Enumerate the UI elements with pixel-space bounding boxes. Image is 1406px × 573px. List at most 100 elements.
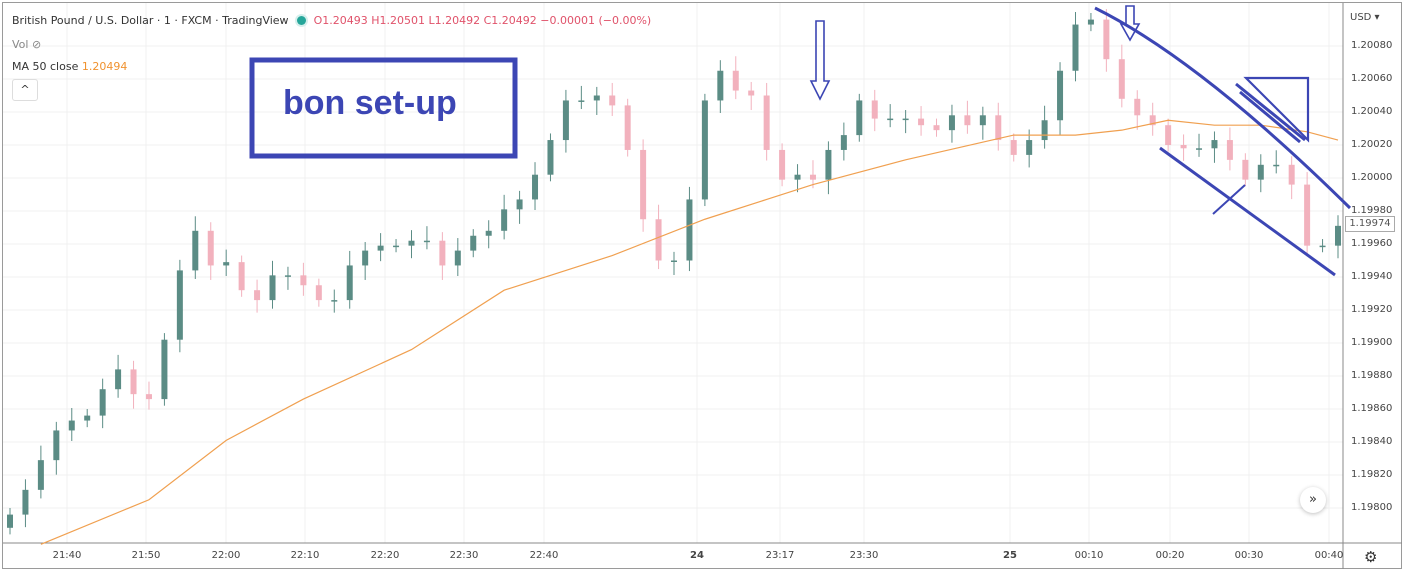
candle-down: [1288, 164, 1295, 185]
scroll-to-realtime-button[interactable]: »: [1300, 487, 1326, 513]
time-tick-label: 24: [690, 550, 704, 561]
candle-up: [578, 100, 585, 102]
parallel-line-2: [1239, 90, 1301, 144]
candle-up: [1257, 164, 1264, 180]
candle-up: [794, 174, 801, 180]
candle-up: [701, 100, 708, 200]
time-tick-label: 00:40: [1314, 550, 1344, 561]
candle-up: [1273, 164, 1280, 167]
eye-crossed-icon[interactable]: ⊘: [31, 38, 42, 51]
candle-down: [238, 262, 245, 291]
candle-up: [547, 140, 554, 175]
candle-up: [485, 230, 492, 236]
candle-up: [7, 514, 13, 528]
candle-up: [902, 118, 909, 121]
candle-up: [470, 235, 477, 251]
vol-label: Vol: [12, 38, 29, 51]
drawings[interactable]: [249, 5, 1352, 277]
candle-up: [362, 250, 369, 266]
candle-up: [1041, 120, 1048, 141]
price-tick-label: 1.19940: [1351, 271, 1393, 282]
trendline-upper: [1094, 6, 1352, 210]
candle-up: [1319, 245, 1326, 248]
candle-down: [763, 95, 770, 150]
time-tick-label: 22:10: [290, 550, 320, 561]
time-tick-label: 21:40: [52, 550, 82, 561]
ma50-line: [40, 119, 1339, 545]
candle-down: [779, 149, 786, 180]
time-tick-label: 21:50: [131, 550, 161, 561]
triangle-drawing: [1243, 76, 1310, 143]
candle-up: [192, 230, 199, 271]
candle-down: [933, 125, 940, 131]
price-tick-label: 1.20060: [1351, 73, 1393, 84]
candle-up: [825, 149, 832, 180]
time-tick-label: 00:20: [1155, 550, 1185, 561]
price-tick-label: 1.19980: [1351, 205, 1393, 216]
candle-up: [1087, 19, 1094, 25]
ma-value: 1.20494: [81, 60, 128, 73]
candle-down: [640, 149, 647, 220]
candle-down: [1103, 19, 1110, 60]
price-tick-label: 1.20040: [1351, 106, 1393, 117]
candle-up: [161, 339, 168, 400]
ma-legend[interactable]: MA 50 close 1.20494: [12, 60, 127, 73]
candle-down: [207, 230, 214, 266]
collapse-legend-button[interactable]: ^: [12, 79, 38, 101]
time-tick-label: 22:30: [449, 550, 479, 561]
price-tick-label: 1.20000: [1351, 172, 1393, 183]
market-status-icon: [296, 16, 306, 25]
parallel-line-1: [1235, 82, 1306, 142]
candle-down: [748, 90, 755, 96]
candle-down: [1149, 115, 1156, 126]
candle-up: [37, 460, 44, 490]
candle-down: [655, 219, 662, 261]
candle-up: [562, 100, 569, 141]
time-tick-label: 22:20: [370, 550, 400, 561]
candle-down: [1304, 184, 1311, 246]
candle-up: [68, 420, 75, 431]
candle-up: [979, 115, 986, 126]
price-tick-label: 1.19960: [1351, 238, 1393, 249]
price-tick-label: 1.19800: [1351, 502, 1393, 513]
price-tick-label: 1.19840: [1351, 436, 1393, 447]
candle-down: [1010, 140, 1017, 155]
candle-up: [84, 415, 91, 421]
price-tick-label: 1.19860: [1351, 403, 1393, 414]
candle-down: [439, 240, 446, 266]
candle-down: [130, 369, 137, 395]
volume-legend[interactable]: Vol ⊘: [12, 38, 41, 51]
candle-up: [1211, 140, 1218, 149]
candle-up: [1072, 24, 1079, 71]
candle-up: [393, 245, 400, 248]
time-tick-label: 00:10: [1074, 550, 1104, 561]
candle-down: [1180, 145, 1187, 149]
candle-up: [948, 115, 955, 131]
current-price-label: 1.19974: [1345, 216, 1395, 232]
candle-up: [223, 262, 230, 266]
settings-gear-icon[interactable]: ⚙: [1364, 548, 1378, 566]
down-arrow-drawing: [809, 20, 831, 101]
candle-up: [686, 199, 693, 261]
candle-up: [176, 270, 183, 340]
candle-down: [300, 275, 307, 286]
trendline-lower: [1159, 146, 1336, 277]
ma-label: MA 50 close: [12, 60, 79, 73]
candle-up: [1026, 140, 1033, 155]
candle-down: [809, 174, 816, 180]
candle-up: [269, 275, 276, 301]
candle-up: [346, 265, 353, 301]
candle-up: [408, 240, 415, 246]
candle-down: [1134, 98, 1141, 116]
currency-selector[interactable]: USD ▾: [1350, 12, 1380, 23]
candle-up: [423, 240, 430, 243]
candle-down: [964, 115, 971, 126]
candles: [7, 9, 1341, 535]
time-tick-label: 25: [1003, 550, 1017, 561]
candle-up: [115, 369, 122, 390]
symbol-legend[interactable]: British Pound / U.S. Dollar · 1 · FXCM ·…: [12, 14, 651, 27]
candle-up: [99, 389, 106, 416]
candle-up: [593, 95, 600, 101]
candle-up: [532, 174, 539, 200]
